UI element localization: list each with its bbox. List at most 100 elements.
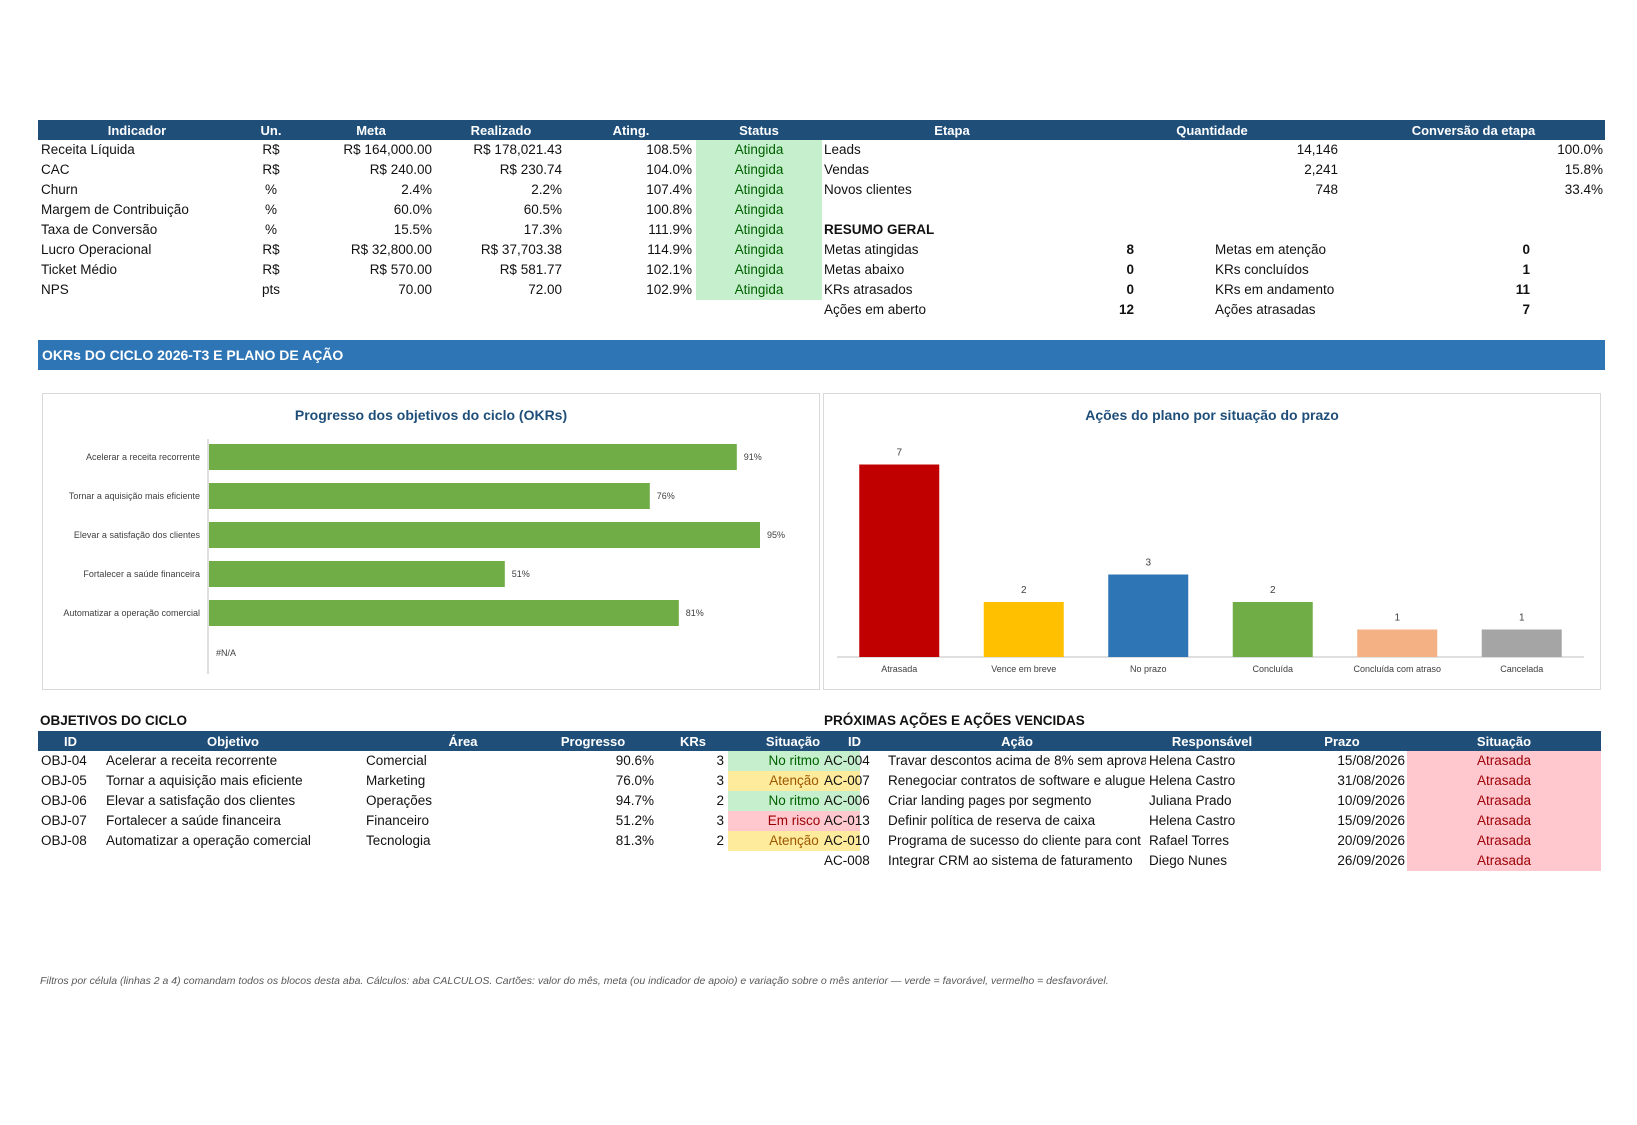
- col-conversao: Conversão da etapa: [1411, 123, 1536, 138]
- funnel-conversao: 33.4%: [1564, 182, 1603, 197]
- kpi-indicador: Receita Líquida: [41, 142, 135, 157]
- objectives-table-header: ID Objetivo Área Progresso KRs Situação: [38, 731, 822, 751]
- col-situacao-acao: Situação: [1476, 734, 1532, 749]
- objective-row: OBJ-07 Fortalecer a saúde financeira Finan…: [38, 811, 860, 831]
- chart1-category-label: Automatizar a operação comercial: [63, 608, 200, 618]
- kpi-row: Taxa de Conversão% 15.5% 17.3% 111.9% Atingi…: [38, 220, 822, 240]
- summary-label: KRs atrasados: [824, 282, 913, 297]
- kpi-status: Atingida: [696, 240, 822, 260]
- kpi-indicador: CAC: [41, 162, 70, 177]
- chart2-category-label: Atrasada: [881, 664, 917, 674]
- chart1-category-label: Tornar a aquisição mais eficiente: [69, 491, 200, 501]
- action-name: Programa de sucesso do cliente para cont: [888, 833, 1141, 848]
- kpi-meta: 60.0%: [393, 202, 432, 217]
- kpi-unit: %: [264, 182, 277, 197]
- objective-id: OBJ-04: [41, 753, 87, 768]
- action-row: AC-007 Renegociar contratos de software e…: [822, 771, 1601, 791]
- objective-status: Atenção: [728, 771, 860, 791]
- funnel-conversao: 100.0%: [1557, 142, 1603, 157]
- kpi-unit: %: [264, 222, 277, 237]
- chart1-value-label: 76%: [657, 491, 675, 501]
- chart2-value-label: 7: [896, 448, 902, 459]
- objective-name: Fortalecer a saúde financeira: [106, 813, 281, 828]
- chart2-value-label: 1: [1394, 613, 1400, 624]
- col-responsavel: Responsável: [1171, 734, 1253, 749]
- objective-krs: 3: [716, 813, 724, 828]
- objective-krs: 3: [716, 773, 724, 788]
- kpi-row: Lucro Operacional R$ R$ 32,800.00 R$ 37,703…: [38, 240, 822, 260]
- objective-id: OBJ-06: [41, 793, 87, 808]
- actions-title: PRÓXIMAS AÇÕES E AÇÕES VENCIDAS: [824, 713, 1085, 728]
- action-deadline: 15/09/2026: [1337, 813, 1405, 828]
- summary-value: 0: [1522, 242, 1530, 257]
- objective-id: OBJ-08: [41, 833, 87, 848]
- action-deadline: 15/08/2026: [1337, 753, 1405, 768]
- summary-label: Metas atingidas: [824, 242, 919, 257]
- action-id: AC-007: [824, 773, 870, 788]
- col-area: Área: [448, 734, 478, 749]
- col-status: Status: [739, 123, 779, 138]
- action-owner: Helena Castro: [1149, 773, 1236, 788]
- action-id: AC-013: [824, 813, 870, 828]
- action-id: AC-006: [824, 793, 870, 808]
- actions-status-chart: Ações do plano por situação do prazo 7 Atr…: [823, 393, 1601, 690]
- kpi-unit: R$: [262, 162, 280, 177]
- action-id: AC-008: [824, 853, 870, 868]
- kpi-ating: 102.1%: [646, 262, 692, 277]
- action-status: Atrasada: [1407, 791, 1601, 811]
- col-situacao-obj: Situação: [765, 734, 821, 749]
- action-row: AC-004 Travar descontos acima de 8% sem a…: [822, 751, 1601, 771]
- action-deadline: 31/08/2026: [1337, 773, 1405, 788]
- summary-label: Ações atrasadas: [1215, 302, 1316, 317]
- summary-row-left: Ações em aberto 12: [824, 300, 1144, 320]
- summary-value: 0: [1126, 282, 1134, 297]
- summary-title: RESUMO GERAL: [824, 222, 935, 237]
- kpi-indicador: Ticket Médio: [41, 262, 118, 277]
- kpi-indicador: Taxa de Conversão: [41, 222, 158, 237]
- funnel-quantidade: 748: [1315, 182, 1338, 197]
- objective-row: OBJ-08 Automatizar a operação comercial Te…: [38, 831, 860, 851]
- footnote: Filtros por célula (linhas 2 a 4) comand…: [40, 975, 1109, 987]
- funnel-etapa: Vendas: [824, 162, 870, 177]
- actions-table-header: ID Ação Responsável Prazo Situação: [822, 731, 1601, 751]
- chart2-category-label: No prazo: [1130, 664, 1167, 674]
- objective-name: Elevar a satisfação dos clientes: [106, 793, 296, 808]
- kpi-realizado: R$ 37,703.38: [480, 242, 562, 257]
- action-owner: Juliana Prado: [1149, 793, 1232, 808]
- objective-krs: 3: [716, 753, 724, 768]
- kpi-meta: R$ 32,800.00: [350, 242, 432, 257]
- chart1-bar: [209, 561, 505, 587]
- kpi-row: Ticket Médio R$ R$ 570.00 R$ 581.77 102.1% At…: [38, 260, 822, 280]
- funnel-row: Novos clientes 748 33.4%: [822, 180, 1605, 200]
- summary-label: KRs concluídos: [1215, 262, 1309, 277]
- action-deadline: 26/09/2026: [1337, 853, 1405, 868]
- objective-name: Tornar a aquisição mais eficiente: [106, 773, 303, 788]
- kpi-indicador: NPS: [41, 282, 69, 297]
- summary-value: 1: [1522, 262, 1530, 277]
- summary-row-right: KRs em andamento 11: [1215, 280, 1545, 300]
- kpi-status: Atingida: [696, 260, 822, 280]
- action-status: Atrasada: [1407, 831, 1601, 851]
- summary-label: Metas em atenção: [1215, 242, 1327, 257]
- chart1-value-label: 95%: [767, 530, 785, 540]
- summary-label: KRs em andamento: [1215, 282, 1335, 297]
- chart1-bar: [209, 600, 679, 626]
- col-meta: Meta: [356, 123, 386, 138]
- chart1-category-label: Elevar a satisfação dos clientes: [74, 530, 201, 540]
- okr-progress-chart: Progresso dos objetivos do ciclo (OKRs) A…: [42, 393, 820, 690]
- col-obj-id: ID: [64, 734, 77, 749]
- action-name: Renegociar contratos de software e alugu…: [888, 773, 1146, 788]
- kpi-row: Receita Líquida R$ R$ 164,000.00 R$ 178,021…: [38, 140, 822, 160]
- kpi-ating: 111.9%: [648, 222, 692, 237]
- kpi-row: CAC R$ R$ 240.00 R$ 230.74 104.0% Atingida: [38, 160, 822, 180]
- kpi-meta: R$ 164,000.00: [343, 142, 432, 157]
- chart2-category-label: Cancelada: [1500, 664, 1543, 674]
- action-owner: Helena Castro: [1149, 753, 1236, 768]
- action-owner: Rafael Torres: [1149, 833, 1230, 848]
- kpi-realizado: 60.5%: [523, 202, 562, 217]
- funnel-etapa: Novos clientes: [824, 182, 912, 197]
- action-status: Atrasada: [1407, 771, 1601, 791]
- objective-area: Operações: [366, 793, 433, 808]
- summary-value: 8: [1126, 242, 1134, 257]
- okr-progress-chart-svg: Progresso dos objetivos do ciclo (OKRs) A…: [63, 407, 785, 674]
